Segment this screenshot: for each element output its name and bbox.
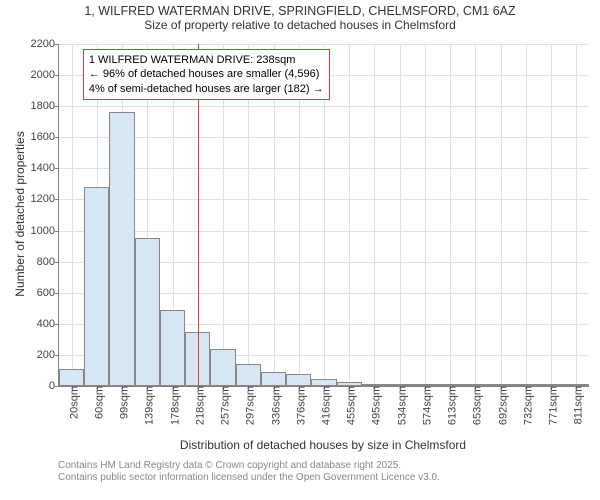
ytick-label: 200 (37, 349, 59, 361)
histogram-bar (337, 382, 362, 386)
histogram-bar (463, 384, 488, 386)
ytick-label: 600 (37, 287, 59, 299)
histogram-bar (135, 238, 160, 386)
histogram-bar (160, 310, 185, 386)
xtick-label: 376sqm (290, 386, 307, 425)
xtick-label: 218sqm (189, 386, 206, 425)
chart-title-sub: Size of property relative to detached ho… (0, 18, 600, 32)
grid-line-vertical (349, 44, 350, 386)
histogram-bar (311, 379, 336, 386)
chart-title-main: 1, WILFRED WATERMAN DRIVE, SPRINGFIELD, … (0, 4, 600, 18)
xtick-label: 613sqm (442, 386, 459, 425)
grid-line-vertical (72, 44, 73, 386)
title-block: 1, WILFRED WATERMAN DRIVE, SPRINGFIELD, … (0, 0, 600, 32)
histogram-bar (210, 349, 235, 386)
histogram-bar (261, 372, 286, 386)
callout-line: ← 96% of detached houses are smaller (4,… (89, 67, 324, 81)
histogram-bar (362, 384, 387, 386)
histogram-bar (387, 384, 412, 386)
ytick-label: 800 (37, 256, 59, 268)
xtick-label: 811sqm (568, 386, 585, 424)
ytick-label: 2200 (31, 38, 59, 50)
callout-box: 1 WILFRED WATERMAN DRIVE: 238sqm← 96% of… (83, 49, 330, 100)
chart-container: 1, WILFRED WATERMAN DRIVE, SPRINGFIELD, … (0, 0, 600, 500)
histogram-bar (59, 369, 84, 386)
xtick-label: 416sqm (316, 386, 333, 425)
histogram-bar (438, 384, 463, 386)
xtick-label: 20sqm (63, 386, 80, 419)
histogram-bar (412, 384, 437, 386)
grid-line-vertical (551, 44, 552, 386)
xtick-label: 178sqm (164, 386, 181, 425)
footer-line-2: Contains public sector information licen… (58, 472, 440, 484)
ytick-label: 0 (49, 380, 59, 392)
xtick-label: 692sqm (492, 386, 509, 425)
xtick-label: 495sqm (366, 386, 383, 425)
xtick-label: 653sqm (467, 386, 484, 425)
callout-line: 4% of semi-detached houses are larger (1… (89, 82, 324, 96)
histogram-bar (236, 364, 261, 386)
histogram-bar (539, 384, 564, 386)
ytick-label: 1600 (31, 131, 59, 143)
footer-line-1: Contains HM Land Registry data © Crown c… (58, 460, 440, 472)
histogram-bar (84, 187, 109, 386)
y-axis-label: Number of detached properties (13, 114, 27, 314)
callout-line: 1 WILFRED WATERMAN DRIVE: 238sqm (89, 53, 324, 67)
grid-line-vertical (526, 44, 527, 386)
xtick-label: 336sqm (265, 386, 282, 425)
ytick-label: 1400 (31, 162, 59, 174)
grid-line-vertical (475, 44, 476, 386)
histogram-bar (286, 374, 311, 386)
xtick-label: 574sqm (416, 386, 433, 425)
ytick-label: 1200 (31, 193, 59, 205)
grid-line-vertical (501, 44, 502, 386)
xtick-label: 771sqm (543, 386, 560, 425)
histogram-bar (513, 384, 538, 386)
xtick-label: 534sqm (391, 386, 408, 425)
grid-line-vertical (400, 44, 401, 386)
xtick-label: 732sqm (517, 386, 534, 425)
x-axis-label: Distribution of detached houses by size … (58, 438, 588, 452)
xtick-label: 99sqm (114, 386, 131, 419)
grid-line-vertical (450, 44, 451, 386)
plot-area: 0200400600800100012001400160018002000220… (58, 44, 589, 387)
histogram-bar (488, 384, 513, 386)
xtick-label: 257sqm (215, 386, 232, 425)
footer-attribution: Contains HM Land Registry data © Crown c… (58, 460, 440, 484)
ytick-label: 1000 (31, 225, 59, 237)
grid-line-vertical (425, 44, 426, 386)
grid-line-vertical (576, 44, 577, 386)
xtick-label: 455sqm (341, 386, 358, 425)
histogram-bar (109, 112, 134, 386)
ytick-label: 1800 (31, 100, 59, 112)
xtick-label: 139sqm (139, 386, 156, 425)
histogram-bar (564, 384, 589, 386)
ytick-label: 400 (37, 318, 59, 330)
xtick-label: 60sqm (88, 386, 105, 419)
ytick-label: 2000 (31, 69, 59, 81)
grid-line-vertical (374, 44, 375, 386)
xtick-label: 297sqm (240, 386, 257, 425)
